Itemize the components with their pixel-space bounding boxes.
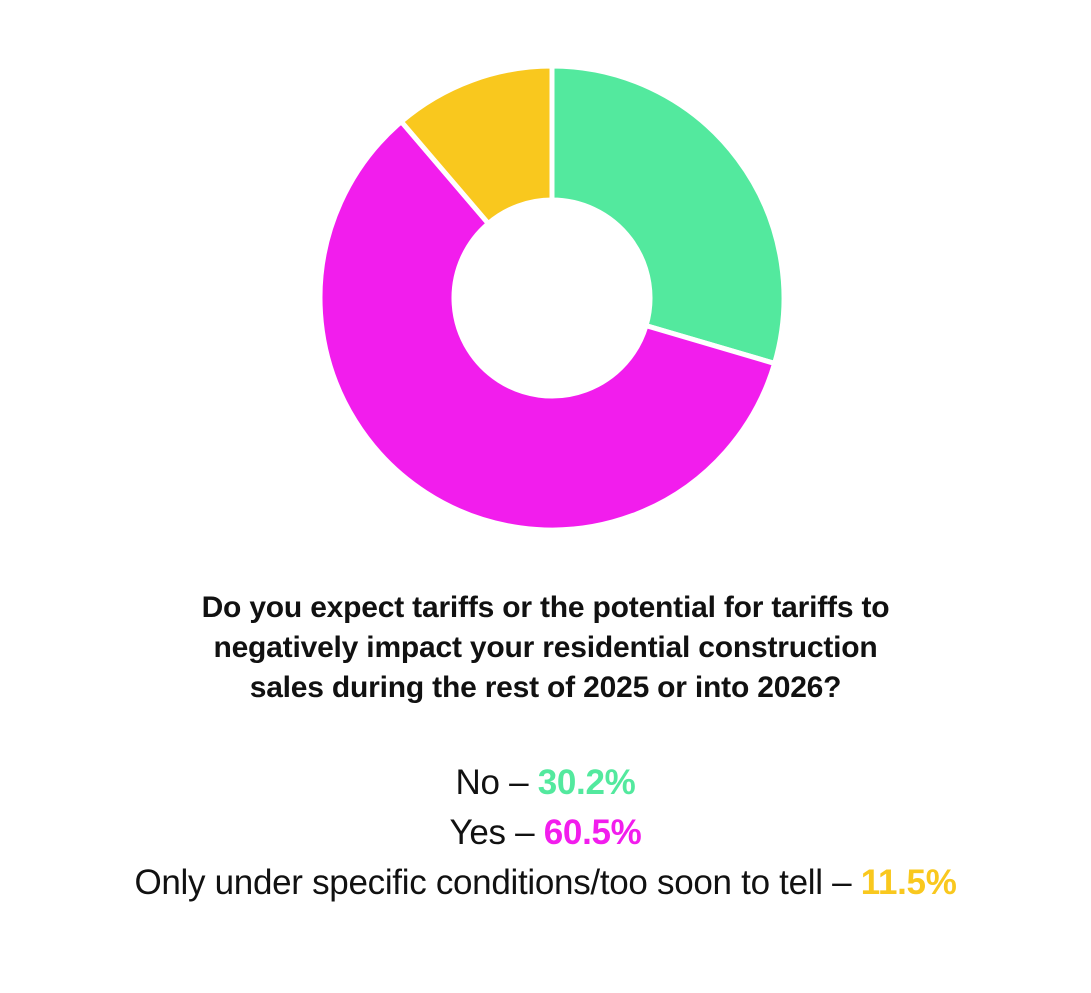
- legend-label-conditional: Only under specific conditions/too soon …: [134, 863, 823, 902]
- question-line-1: Do you expect tariffs or the potential f…: [201, 591, 890, 624]
- legend-item-yes: Yes – 60.5%: [0, 808, 1091, 858]
- donut-chart: [317, 63, 787, 533]
- legend-item-no: No – 30.2%: [0, 758, 1091, 808]
- legend-value-no: 30.2%: [537, 763, 636, 802]
- legend-separator: –: [822, 863, 861, 902]
- donut-slice-conditional: [398, 63, 555, 226]
- chart-question: Do you expect tariffs or the potential f…: [0, 588, 1091, 708]
- legend-value-conditional: 11.5%: [860, 863, 957, 902]
- legend-value-yes: 60.5%: [543, 813, 642, 852]
- legend-label-no: No: [455, 763, 500, 802]
- question-line-2: negatively impact your residential const…: [213, 631, 878, 664]
- legend-separator: –: [499, 763, 538, 802]
- legend-label-yes: Yes: [449, 813, 507, 852]
- legend: No – 30.2% Yes – 60.5% Only under specif…: [0, 758, 1091, 908]
- legend-separator: –: [505, 813, 544, 852]
- donut-slice-no: [549, 63, 787, 366]
- legend-item-conditional: Only under specific conditions/too soon …: [0, 858, 1091, 908]
- question-line-3: sales during the rest of 2025 or into 20…: [249, 671, 842, 704]
- donut-slice-yes: [317, 119, 778, 533]
